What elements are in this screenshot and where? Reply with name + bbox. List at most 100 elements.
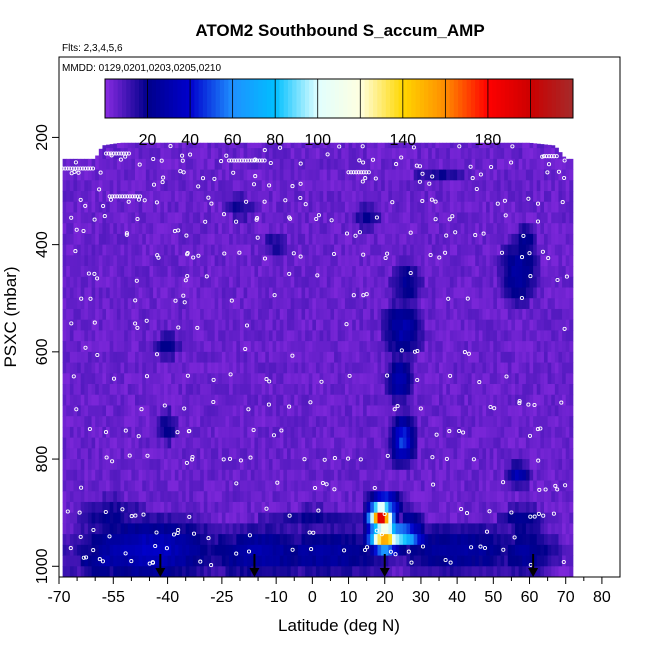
heatmap-cell (73, 491, 78, 503)
heatmap-cell (417, 523, 422, 535)
heatmap-cell (160, 523, 165, 535)
heatmap-cell (402, 201, 407, 213)
heatmap-cell (290, 191, 295, 203)
heatmap-cell (453, 308, 458, 321)
heatmap-cell (124, 480, 129, 492)
heatmap-cell (334, 480, 339, 492)
heatmap-cell (428, 142, 433, 149)
heatmap-cell (268, 255, 273, 267)
heatmap-cell (214, 501, 219, 514)
heatmap-cell (163, 384, 168, 396)
heatmap-cell (424, 223, 429, 235)
heatmap-cell (243, 437, 248, 449)
heatmap-cell (305, 319, 310, 331)
heatmap-cell (178, 319, 183, 331)
heatmap-cell (145, 426, 150, 439)
heatmap-cell (232, 480, 237, 492)
heatmap-cell (294, 405, 299, 417)
heatmap-cell (167, 351, 172, 363)
heatmap-cell (399, 491, 404, 503)
heatmap-cell (352, 426, 357, 439)
heatmap-cell (189, 287, 194, 299)
heatmap-cell (221, 308, 226, 321)
heatmap-cell (410, 223, 415, 235)
heatmap-cell (352, 287, 357, 299)
heatmap-cell (301, 512, 306, 524)
heatmap-cell (453, 233, 458, 246)
heatmap-cell (359, 491, 364, 503)
heatmap-cell (127, 362, 132, 374)
heatmap-cell (80, 459, 85, 471)
heatmap-cell (330, 180, 335, 192)
heatmap-cell (243, 351, 248, 363)
heatmap-cell (283, 373, 288, 385)
heatmap-cell (127, 319, 132, 331)
heatmap-cell (243, 244, 248, 256)
heatmap-cell (149, 158, 154, 170)
heatmap-cell (457, 534, 462, 546)
heatmap-cell (446, 384, 451, 396)
heatmap-cell (435, 142, 440, 149)
heatmap-cell (312, 373, 317, 385)
heatmap-cell (373, 491, 378, 503)
heatmap-cell (410, 437, 415, 449)
heatmap-cell (399, 341, 404, 353)
heatmap-cell (98, 223, 103, 235)
heatmap-cell (182, 480, 187, 492)
heatmap-cell (370, 491, 375, 503)
heatmap-cell (276, 276, 281, 288)
heatmap-cell (344, 191, 349, 203)
heatmap-cell (221, 351, 226, 363)
heatmap-cell (232, 169, 237, 181)
heatmap-cell (149, 523, 154, 535)
heatmap-cell (268, 523, 273, 535)
heatmap-cell (489, 287, 494, 299)
heatmap-cell (489, 469, 494, 481)
heatmap-cell (232, 469, 237, 481)
heatmap-cell (91, 373, 96, 385)
heatmap-cell (98, 158, 103, 170)
heatmap-cell (496, 191, 501, 203)
heatmap-cell (127, 394, 132, 406)
heatmap-cell (149, 566, 154, 578)
heatmap-cell (312, 223, 317, 235)
heatmap-cell (337, 201, 342, 213)
heatmap-cell (355, 534, 360, 546)
heatmap-cell (453, 298, 458, 310)
heatmap-cell (355, 319, 360, 331)
heatmap-cell (406, 148, 411, 160)
heatmap-cell (250, 555, 255, 567)
heatmap-cell (428, 223, 433, 235)
heatmap-cell (98, 180, 103, 192)
heatmap-cell (478, 469, 483, 481)
heatmap-cell (236, 362, 241, 374)
heatmap-cell (225, 330, 230, 342)
heatmap-cell (384, 384, 389, 396)
heatmap-cell (334, 319, 339, 331)
heatmap-cell (315, 169, 320, 181)
heatmap-cell (399, 405, 404, 417)
heatmap-cell (287, 266, 292, 278)
heatmap-cell (113, 233, 118, 246)
heatmap-cell (232, 287, 237, 299)
heatmap-cell (352, 180, 357, 192)
heatmap-cell (174, 308, 179, 321)
heatmap-cell (341, 142, 346, 149)
heatmap-cell (352, 555, 357, 567)
heatmap-cell (106, 341, 111, 353)
heatmap-cell (258, 373, 263, 385)
heatmap-cell (428, 341, 433, 353)
heatmap-cell (319, 555, 324, 567)
heatmap-cell (229, 180, 234, 192)
heatmap-cell (124, 255, 129, 267)
heatmap-cell (95, 287, 100, 299)
heatmap-cell (319, 148, 324, 160)
heatmap-cell (211, 555, 216, 567)
heatmap-cell (330, 480, 335, 492)
heatmap-cell (453, 448, 458, 460)
heatmap-cell (344, 523, 349, 535)
heatmap-cell (359, 351, 364, 363)
heatmap-cell (156, 544, 161, 556)
heatmap-cell (290, 212, 295, 224)
heatmap-cell (163, 255, 168, 267)
